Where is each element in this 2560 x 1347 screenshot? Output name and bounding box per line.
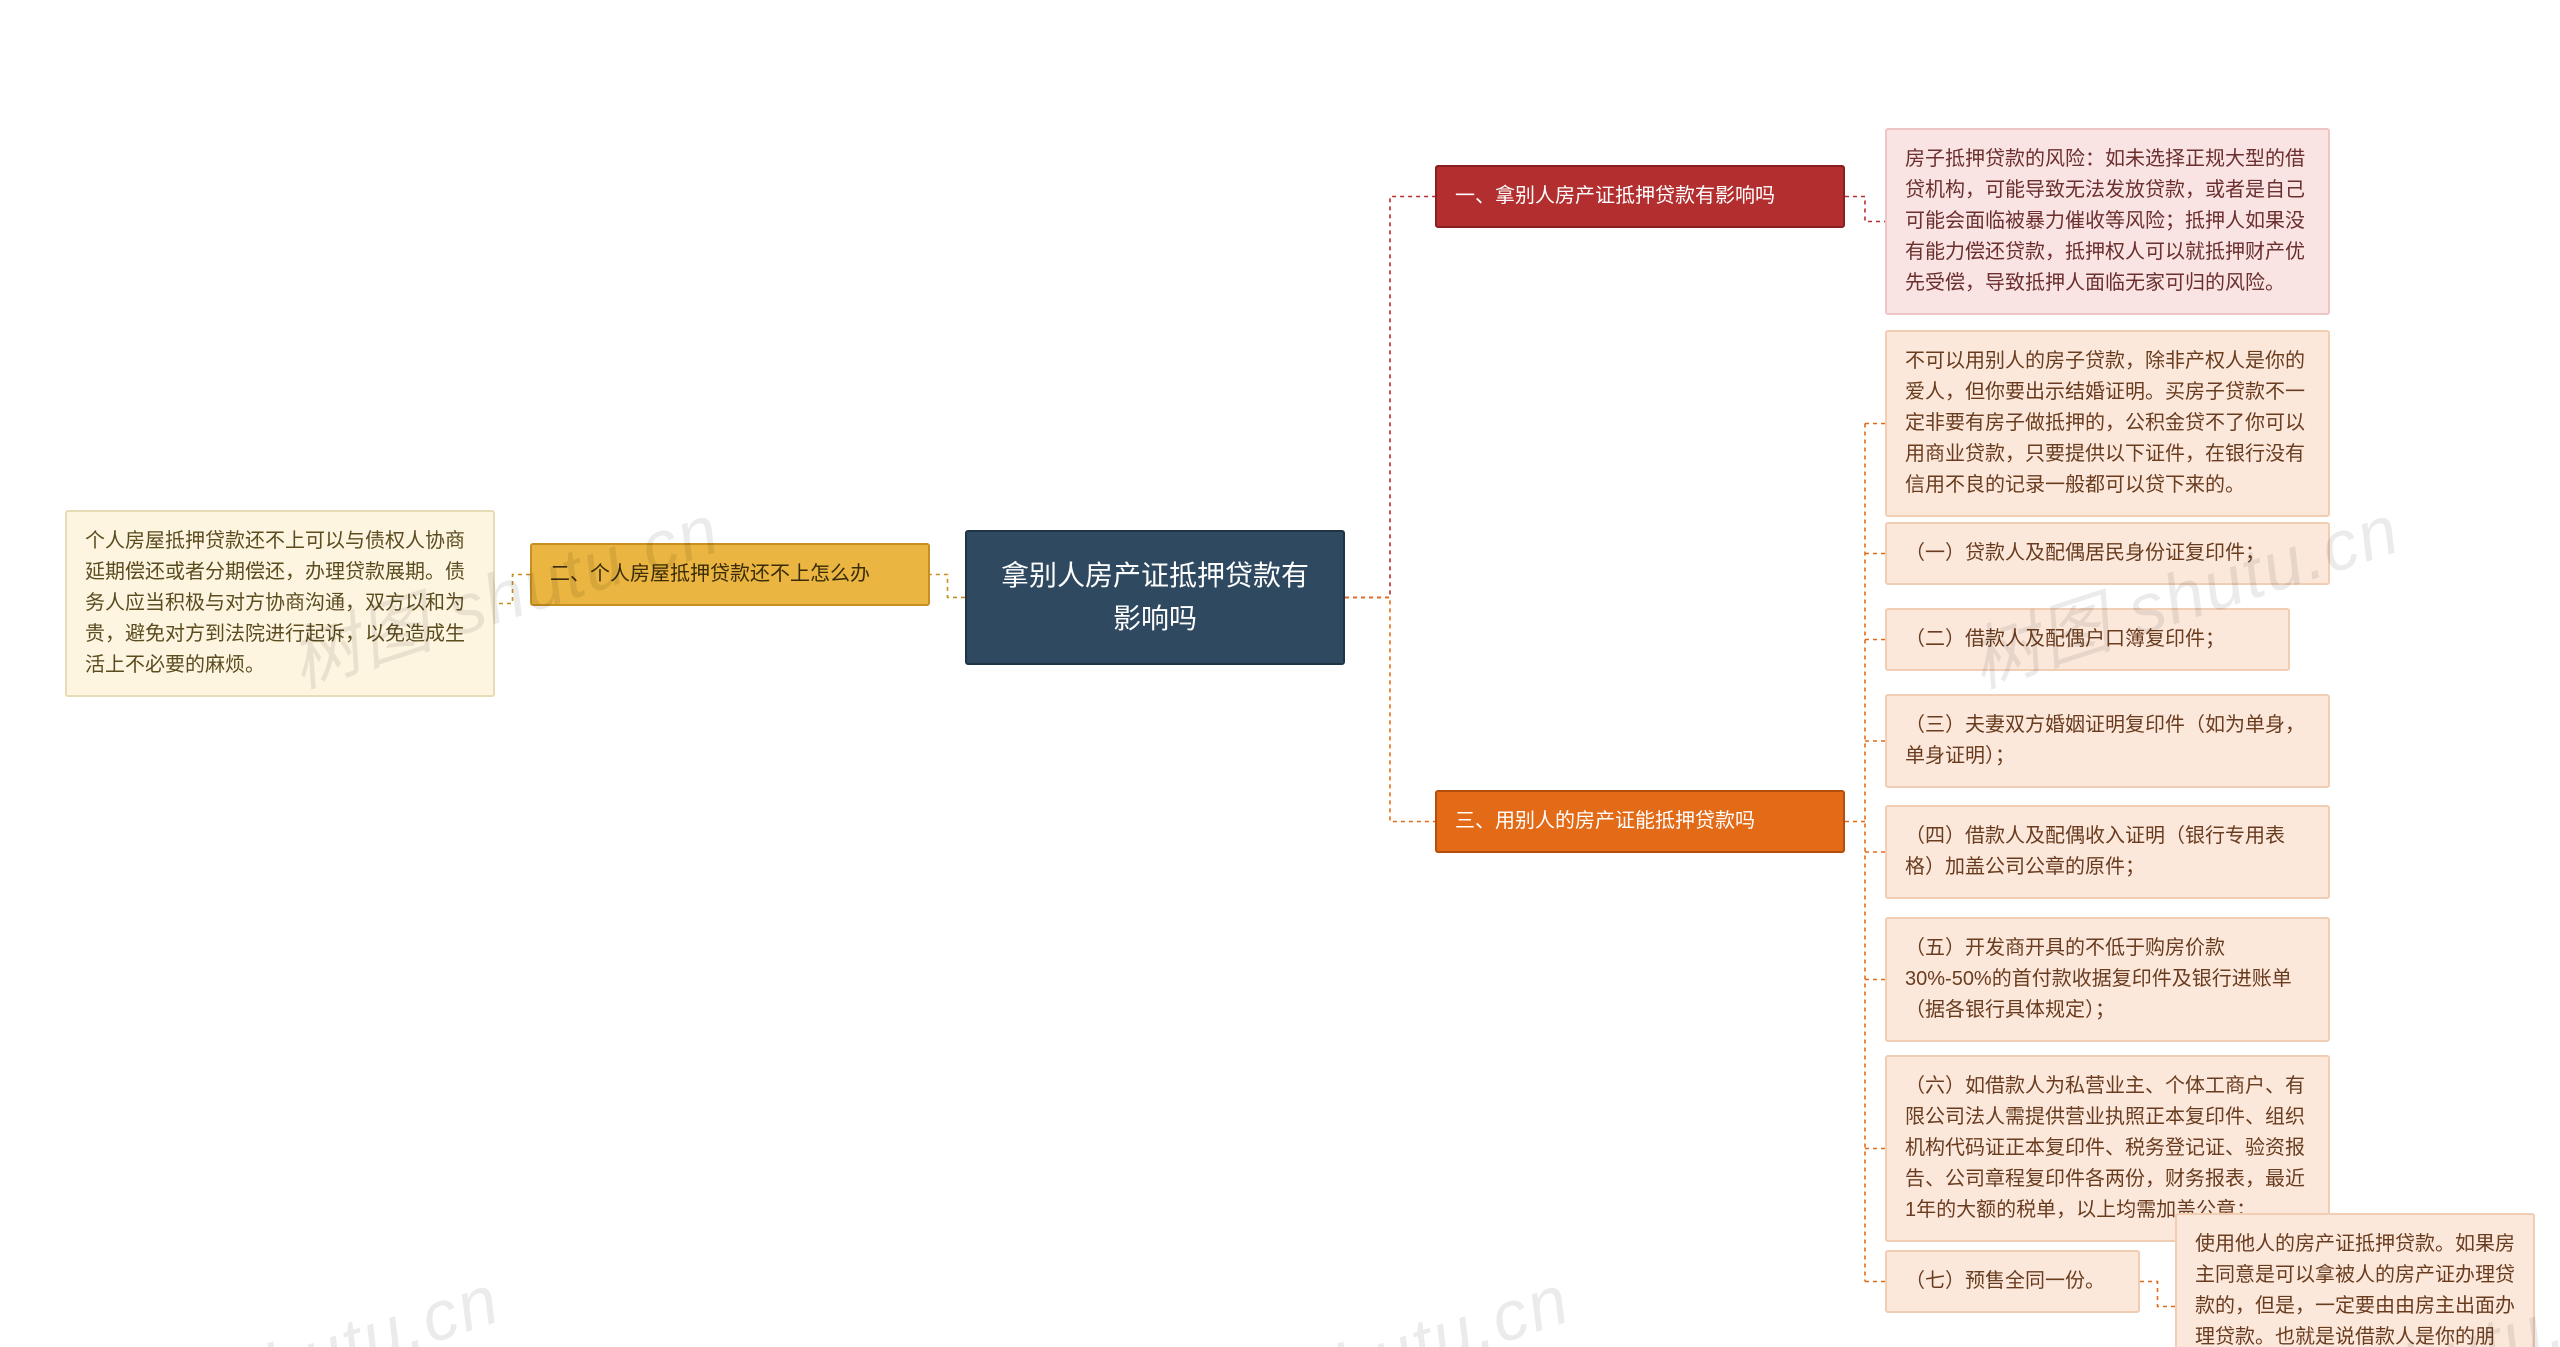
root-node[interactable]: 拿别人房产证抵押贷款有影响吗 <box>965 530 1345 665</box>
branch-3-child-4[interactable]: （三）夫妻双方婚姻证明复印件（如为单身，单身证明）； <box>1885 694 2330 788</box>
branch-3-child-8-sub-1[interactable]: 使用他人的房产证抵押贷款。如果房主同意是可以拿被人的房产证办理贷款的，但是，一定… <box>2175 1213 2535 1347</box>
branch-3-child-1[interactable]: 不可以用别人的房子贷款，除非产权人是你的爱人，但你要出示结婚证明。买房子贷款不一… <box>1885 330 2330 517</box>
branch-3-child-5[interactable]: （四）借款人及配偶收入证明（银行专用表格）加盖公司公章的原件； <box>1885 805 2330 899</box>
branch-3-child-2[interactable]: （一）贷款人及配偶居民身份证复印件； <box>1885 522 2330 585</box>
branch-2-child-1[interactable]: 个人房屋抵押贷款还不上可以与债权人协商延期偿还或者分期偿还，办理贷款展期。债务人… <box>65 510 495 697</box>
branch-3-child-8[interactable]: （七）预售全同一份。 <box>1885 1250 2140 1313</box>
branch-3[interactable]: 三、用别人的房产证能抵押贷款吗 <box>1435 790 1845 853</box>
branch-3-child-6[interactable]: （五）开发商开具的不低于购房价款30%-50%的首付款收据复印件及银行进账单（据… <box>1885 917 2330 1042</box>
branch-2[interactable]: 二、个人房屋抵押贷款还不上怎么办 <box>530 543 930 606</box>
branch-3-child-3[interactable]: （二）借款人及配偶户口簿复印件； <box>1885 608 2290 671</box>
watermark: 树图 shutu.cn <box>55 1244 510 1347</box>
watermark: 树图 shutu.cn <box>1125 1244 1580 1347</box>
branch-1[interactable]: 一、拿别人房产证抵押贷款有影响吗 <box>1435 165 1845 228</box>
branch-1-child-1[interactable]: 房子抵押贷款的风险：如未选择正规大型的借贷机构，可能导致无法发放贷款，或者是自己… <box>1885 128 2330 315</box>
